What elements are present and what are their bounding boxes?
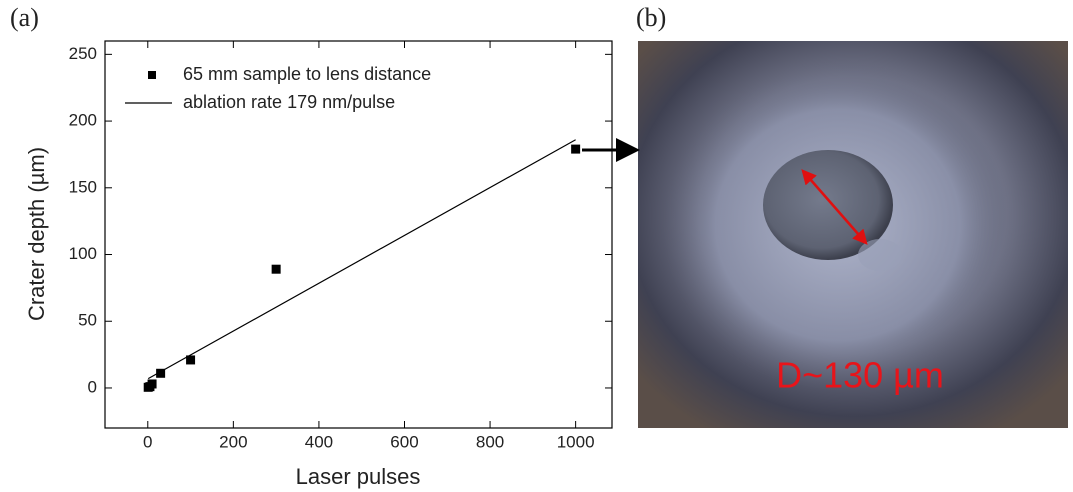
x-tick-label: 800 — [476, 432, 504, 451]
y-tick-label: 0 — [88, 377, 97, 396]
data-point — [147, 379, 157, 389]
data-point — [156, 368, 166, 378]
x-tick-label: 400 — [305, 432, 333, 451]
data-point — [571, 144, 581, 154]
x-tick-label: 1000 — [557, 432, 595, 451]
data-point — [186, 355, 196, 365]
panel-label: (a) — [10, 3, 39, 32]
data-point — [271, 264, 281, 274]
y-axis-label: Crater depth (µm) — [24, 147, 49, 321]
y-tick-label: 50 — [78, 311, 97, 330]
y-tick-label: 200 — [69, 111, 97, 130]
y-tick-label: 250 — [69, 44, 97, 63]
fit-line — [147, 139, 576, 380]
x-tick-label: 600 — [390, 432, 418, 451]
x-tick-label: 200 — [219, 432, 247, 451]
legend-label: ablation rate 179 nm/pulse — [183, 92, 395, 112]
legend-label: 65 mm sample to lens distance — [183, 64, 431, 84]
x-axis-label: Laser pulses — [296, 464, 421, 489]
plot-frame — [104, 40, 613, 429]
y-tick-label: 150 — [69, 177, 97, 196]
legend-swatch — [148, 71, 156, 79]
panel-label: (b) — [636, 3, 666, 32]
diameter-arrow — [801, 169, 868, 245]
y-tick-label: 100 — [69, 244, 97, 263]
x-tick-label: 0 — [143, 432, 152, 451]
annotation: D~130 µm — [776, 355, 944, 396]
